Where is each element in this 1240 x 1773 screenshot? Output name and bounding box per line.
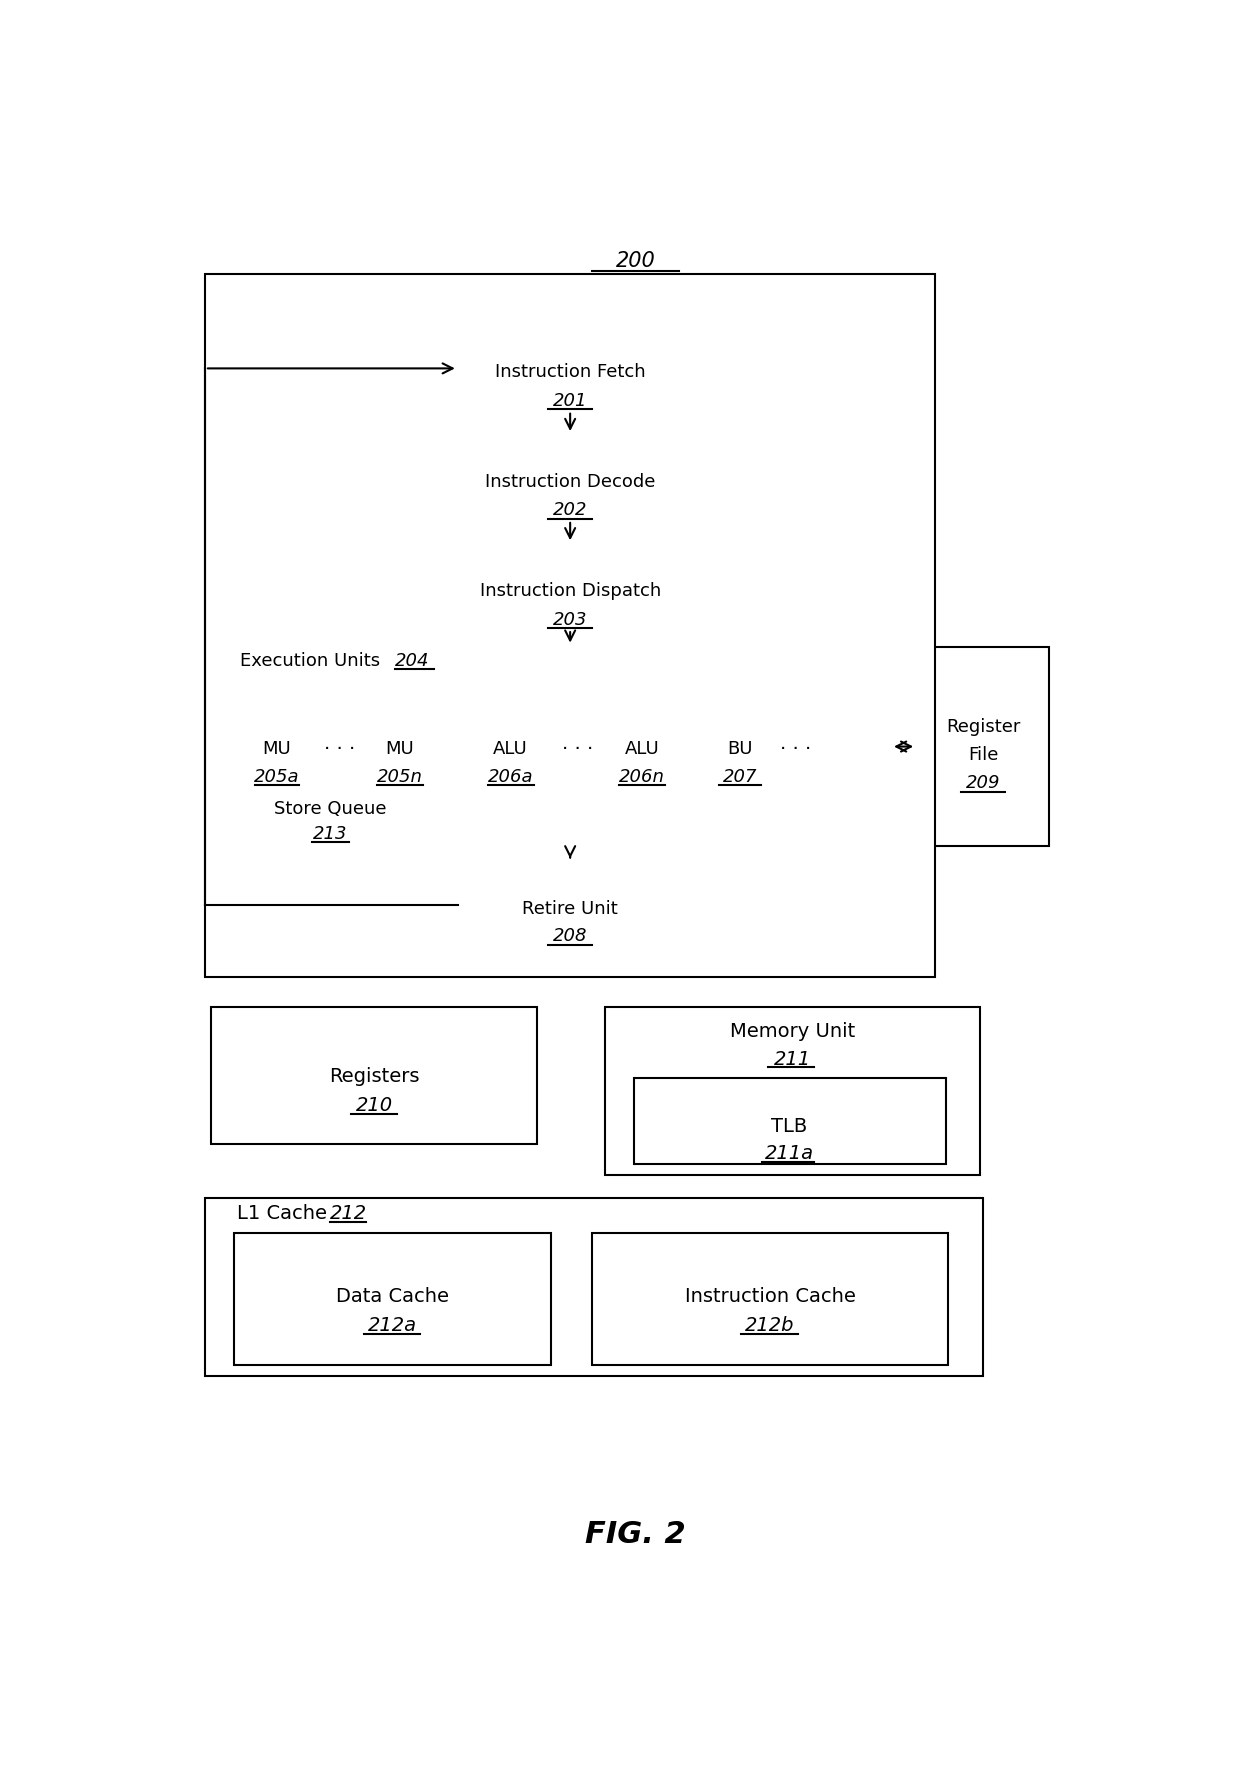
Text: 212: 212 [330, 1204, 367, 1223]
Text: · · ·: · · · [780, 739, 812, 759]
Text: 212a: 212a [368, 1316, 417, 1335]
Text: Data Cache: Data Cache [336, 1287, 449, 1307]
FancyBboxPatch shape [205, 1199, 983, 1376]
FancyBboxPatch shape [234, 695, 320, 793]
Text: 212b: 212b [745, 1316, 795, 1335]
Text: BU: BU [728, 741, 753, 759]
Text: 203: 203 [553, 610, 588, 629]
Text: Register: Register [946, 718, 1021, 736]
FancyBboxPatch shape [357, 695, 444, 793]
Text: 211: 211 [774, 1050, 811, 1069]
Text: 213: 213 [312, 824, 347, 842]
Text: Instruction Cache: Instruction Cache [684, 1287, 856, 1307]
FancyBboxPatch shape [593, 1232, 947, 1365]
Text: Instruction Dispatch: Instruction Dispatch [480, 582, 661, 599]
Text: FIG. 2: FIG. 2 [585, 1519, 686, 1550]
Text: L1 Cache: L1 Cache [237, 1204, 340, 1223]
Text: MU: MU [263, 741, 291, 759]
Text: 211a: 211a [765, 1144, 813, 1163]
FancyBboxPatch shape [634, 1078, 946, 1165]
Text: Registers: Registers [329, 1067, 419, 1087]
Text: 205n: 205n [377, 768, 423, 785]
FancyBboxPatch shape [211, 647, 888, 855]
Text: Instruction Fetch: Instruction Fetch [495, 363, 646, 381]
Text: Execution Units: Execution Units [239, 651, 391, 670]
Text: 201: 201 [553, 392, 588, 410]
FancyBboxPatch shape [467, 695, 554, 793]
Text: 207: 207 [723, 768, 758, 785]
Text: 200: 200 [615, 250, 656, 271]
Text: File: File [968, 746, 998, 764]
FancyBboxPatch shape [211, 1007, 537, 1144]
FancyBboxPatch shape [919, 647, 1049, 846]
Text: 210: 210 [356, 1096, 393, 1115]
FancyBboxPatch shape [605, 1007, 980, 1175]
Text: · · ·: · · · [324, 739, 355, 759]
Text: 205a: 205a [254, 768, 300, 785]
FancyBboxPatch shape [599, 695, 686, 793]
Text: 209: 209 [966, 775, 1001, 793]
Text: 208: 208 [553, 927, 588, 945]
Text: Memory Unit: Memory Unit [729, 1023, 854, 1041]
FancyBboxPatch shape [458, 436, 683, 519]
FancyBboxPatch shape [205, 275, 935, 977]
Text: MU: MU [386, 741, 414, 759]
Text: 204: 204 [396, 651, 430, 670]
FancyBboxPatch shape [704, 695, 776, 793]
Text: ALU: ALU [625, 741, 660, 759]
Text: Store Queue: Store Queue [274, 800, 386, 819]
Text: Instruction Decode: Instruction Decode [485, 473, 655, 491]
Text: · · ·: · · · [562, 739, 594, 759]
Text: 206n: 206n [619, 768, 665, 785]
FancyBboxPatch shape [234, 766, 427, 844]
FancyBboxPatch shape [458, 326, 683, 411]
Text: TLB: TLB [771, 1117, 807, 1135]
FancyBboxPatch shape [458, 863, 683, 947]
Text: 202: 202 [553, 502, 588, 519]
Text: ALU: ALU [494, 741, 528, 759]
Text: 206a: 206a [487, 768, 533, 785]
FancyBboxPatch shape [458, 544, 683, 629]
Text: Retire Unit: Retire Unit [522, 901, 618, 918]
FancyBboxPatch shape [234, 1232, 551, 1365]
